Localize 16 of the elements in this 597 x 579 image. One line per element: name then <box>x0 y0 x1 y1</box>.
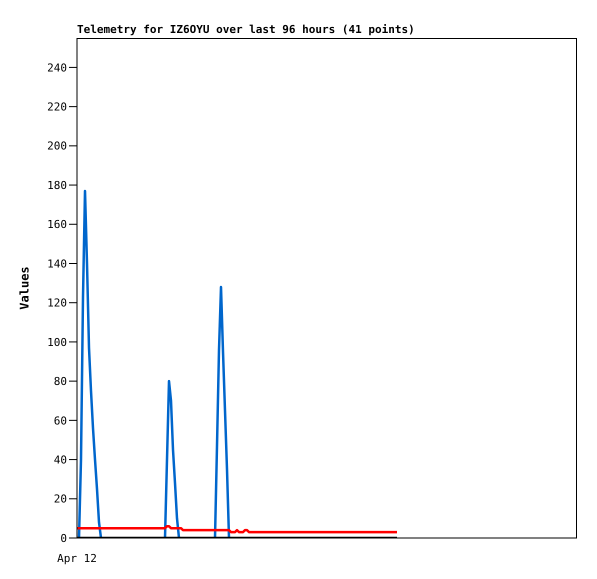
y-tick-label: 0 <box>60 532 67 545</box>
y-tick-label: 60 <box>54 414 67 428</box>
y-tick-label: 40 <box>54 453 67 466</box>
y-tick-label: 140 <box>47 257 67 270</box>
y-tick-label: 180 <box>47 178 67 192</box>
y-tick-label: 20 <box>54 492 67 506</box>
y-tick-label: 160 <box>47 218 67 232</box>
x-tick-label: Apr 12 <box>57 552 97 565</box>
chart-title: Telemetry for IZ6OYU over last 96 hours (41 points) <box>77 23 415 36</box>
y-tick-label: 200 <box>47 140 67 153</box>
y-tick-label: 100 <box>47 336 67 349</box>
y-tick-label: 120 <box>47 296 67 310</box>
y-axis-title: Values <box>17 266 32 310</box>
y-tick-label: 220 <box>47 100 67 114</box>
y-tick-label: 80 <box>54 375 67 388</box>
y-tick-label: 240 <box>47 61 67 74</box>
